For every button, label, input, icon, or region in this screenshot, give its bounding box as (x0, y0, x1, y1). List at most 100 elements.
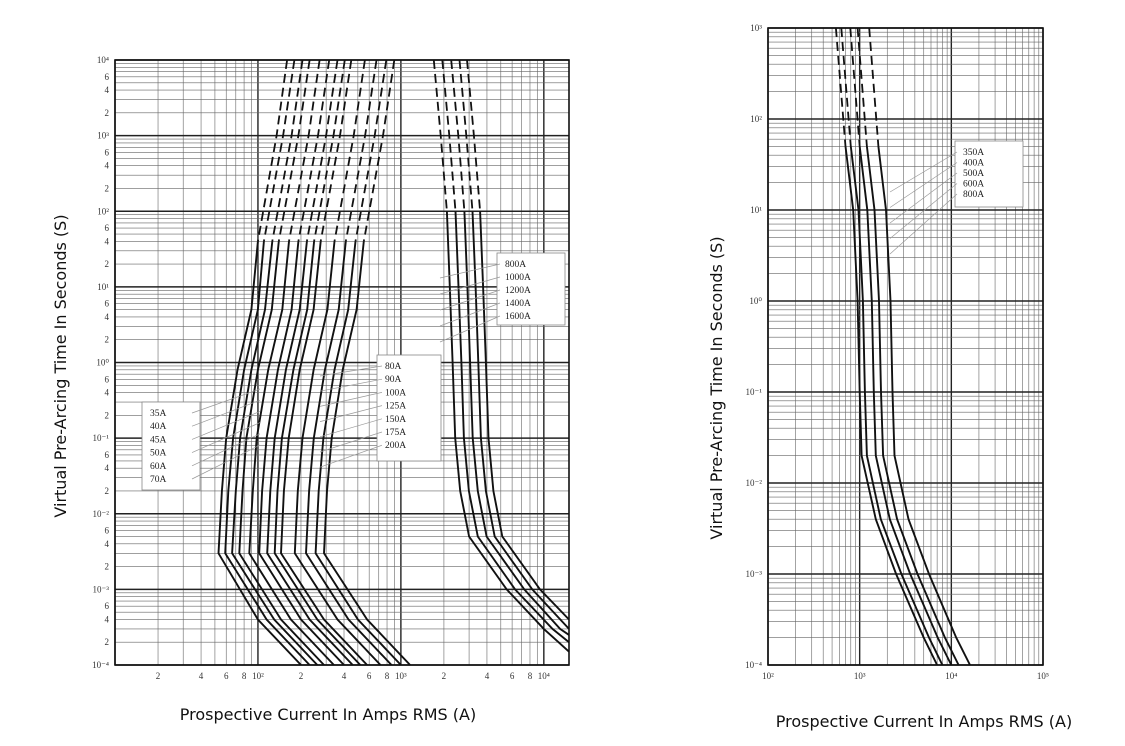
chart-left-leader-line (191, 444, 261, 480)
chart-right-series-500A-dashed (849, 27, 861, 147)
chart-left-y-tick-label: 2 (105, 259, 110, 269)
chart-left-series-1400A-dashed (458, 59, 474, 212)
chart-left-leader-line (439, 289, 501, 311)
chart-left-series-800A (445, 211, 570, 653)
chart-left-y-tick-label: 2 (105, 183, 110, 193)
chart-left-y-tick-label: 10¹ (97, 282, 109, 292)
chart-left-leader-line (319, 431, 383, 453)
chart-left-series-200A-dashed (362, 59, 396, 242)
chart-left-series-70A (258, 241, 345, 666)
chart-left-x-tick-label: 8 (242, 671, 247, 681)
chart-right-series-800A-dashed (868, 27, 880, 147)
chart-right-legend-label-800A: 800A (963, 190, 984, 200)
chart-left-y-tick-label: 10⁴ (97, 55, 109, 65)
chart-left-legend-label-50A: 50A (150, 449, 167, 459)
chart-right-legend-label-350A: 350A (963, 148, 984, 158)
chart-left-legend-label-80A: 80A (385, 362, 402, 372)
chart-left-ticks: 2 4 6 8 10² 2 4 6 8 10³ 2 4 6 8 10⁴ 10⁴ 6 4 2 10³ 6 4 2 10² 6 4 2 1… (92, 55, 550, 681)
chart-left-series-800A-dashed (432, 59, 448, 212)
chart-left-series-40A (224, 241, 311, 666)
chart-right-leader-line (889, 183, 958, 239)
chart-left-y-tick-label: 6 (105, 147, 110, 157)
chart-left-legend-label-150A: 150A (385, 415, 406, 425)
chart-left-x-tick-label: 2 (299, 671, 304, 681)
chart-left-series-45A-dashed (271, 59, 304, 242)
chart-left-series-45A (231, 241, 318, 666)
chart-left-legend-label-1600A: 1600A (505, 312, 531, 322)
chart-left-legend-box (376, 354, 442, 462)
chart-left-y-tick-label: 2 (105, 637, 110, 647)
chart-left-series-1600A (479, 211, 570, 621)
chart-left-x-tick-label: 10³ (395, 671, 407, 681)
chart-left-y-tick-label: 10⁻² (93, 509, 110, 519)
chart-right-leader-line (889, 193, 958, 255)
chart-left-y-tick-label: 4 (105, 614, 110, 624)
chart-left: 2 4 6 8 10² 2 4 6 8 10³ 2 4 6 8 10⁴ 10⁴ 6 4 2 10³ 6 4 2 10² 6 4 2 1… (92, 55, 570, 681)
chart-left-y-tick-label: 10⁻⁴ (92, 660, 109, 670)
chart-left-y-tick-label: 4 (105, 312, 110, 322)
chart-right-series-800A (877, 146, 971, 666)
chart-left-legend-label-100A: 100A (385, 388, 406, 398)
chart-left-series-150A (305, 241, 393, 666)
chart-left-y-tick-label: 4 (105, 463, 110, 473)
chart-left-series-200A (323, 241, 411, 666)
chart-left-leader-line (191, 422, 261, 453)
chart-right-y-tick-label: 10⁰ (749, 296, 762, 306)
chart-left-legend-label-70A: 70A (150, 475, 167, 485)
chart-left-x-tick-label: 2 (442, 671, 447, 681)
chart-left-y-tick-label: 4 (105, 161, 110, 171)
chart-left-leader-line (191, 433, 261, 467)
chart-left-leader-line (319, 392, 383, 407)
chart-left-y-tick-label: 2 (105, 108, 110, 118)
chart-left-legend-2: 800A 1000A 1200A 1400A 1600A (439, 252, 566, 343)
chart-left-series-150A-dashed (344, 59, 378, 242)
chart-left-y-tick-label: 6 (105, 601, 110, 611)
chart-right-leader-line (889, 151, 958, 193)
chart-left-x-tick-label: 2 (156, 671, 161, 681)
chart-left-x-tick-label: 6 (224, 671, 229, 681)
chart-left-legend-label-35A: 35A (150, 409, 167, 419)
chart-left-legend-label-1200A: 1200A (505, 286, 531, 296)
chart-right-series-350A (844, 146, 938, 666)
chart-left-y-tick-label: 10⁻³ (93, 584, 110, 594)
chart-left-series-90A-dashed (313, 59, 346, 242)
chart-left-y-tick-label: 4 (105, 388, 110, 398)
chart-right-series-600A (865, 146, 960, 666)
chart-right-grid (767, 27, 1044, 666)
chart-right-series-400A-dashed (840, 27, 852, 147)
chart-left-leader-line (319, 405, 383, 422)
chart-left-y-tick-label: 6 (105, 374, 110, 384)
chart-right-x-tick-label: 10⁴ (945, 671, 957, 681)
chart-left-y-tick-label: 6 (105, 450, 110, 460)
chart-right-series (835, 27, 971, 666)
chart-left-leader-line (319, 378, 383, 392)
chart-left-leader-line (319, 444, 383, 468)
chart-right-leader-line (889, 162, 958, 208)
chart-left-legend-label-175A: 175A (385, 428, 406, 438)
chart-left-series-35A-dashed (257, 59, 288, 242)
chart-left-leader-line (439, 302, 501, 327)
chart-right-series-500A (858, 146, 953, 666)
chart-right-plot-frame (767, 27, 1044, 666)
chart-right-y-tick-label: 10⁻² (746, 478, 763, 488)
chart-left-leader-line (191, 411, 261, 440)
chart-left-y-tick-label: 6 (105, 72, 110, 82)
chart-left-legend-1: 80A 90A 100A 125A 150A 175A 200A (319, 354, 442, 468)
chart-left-y-tick-label: 2 (105, 410, 110, 420)
chart-left-leader-line (439, 276, 501, 295)
chart-left-y-tick-label: 4 (105, 539, 110, 549)
chart-left-series-125A-dashed (333, 59, 366, 242)
chart-left-legend-label-45A: 45A (150, 435, 167, 445)
chart-left-series-100A-dashed (319, 59, 353, 242)
chart-left-x-axis-title: Prospective Current In Amps RMS (A) (180, 705, 476, 724)
chart-left-x-tick-label: 6 (510, 671, 515, 681)
chart-left-leader-line (439, 315, 501, 343)
chart-left-series-50A (238, 241, 325, 666)
chart-left-series-80A-dashed (306, 59, 339, 242)
chart-left-y-tick-label: 6 (105, 299, 110, 309)
chart-left-series (217, 59, 570, 666)
chart-left-x-tick-label: 6 (367, 671, 372, 681)
chart-left-series-100A (280, 241, 368, 666)
chart-right-y-tick-label: 10³ (750, 23, 762, 33)
